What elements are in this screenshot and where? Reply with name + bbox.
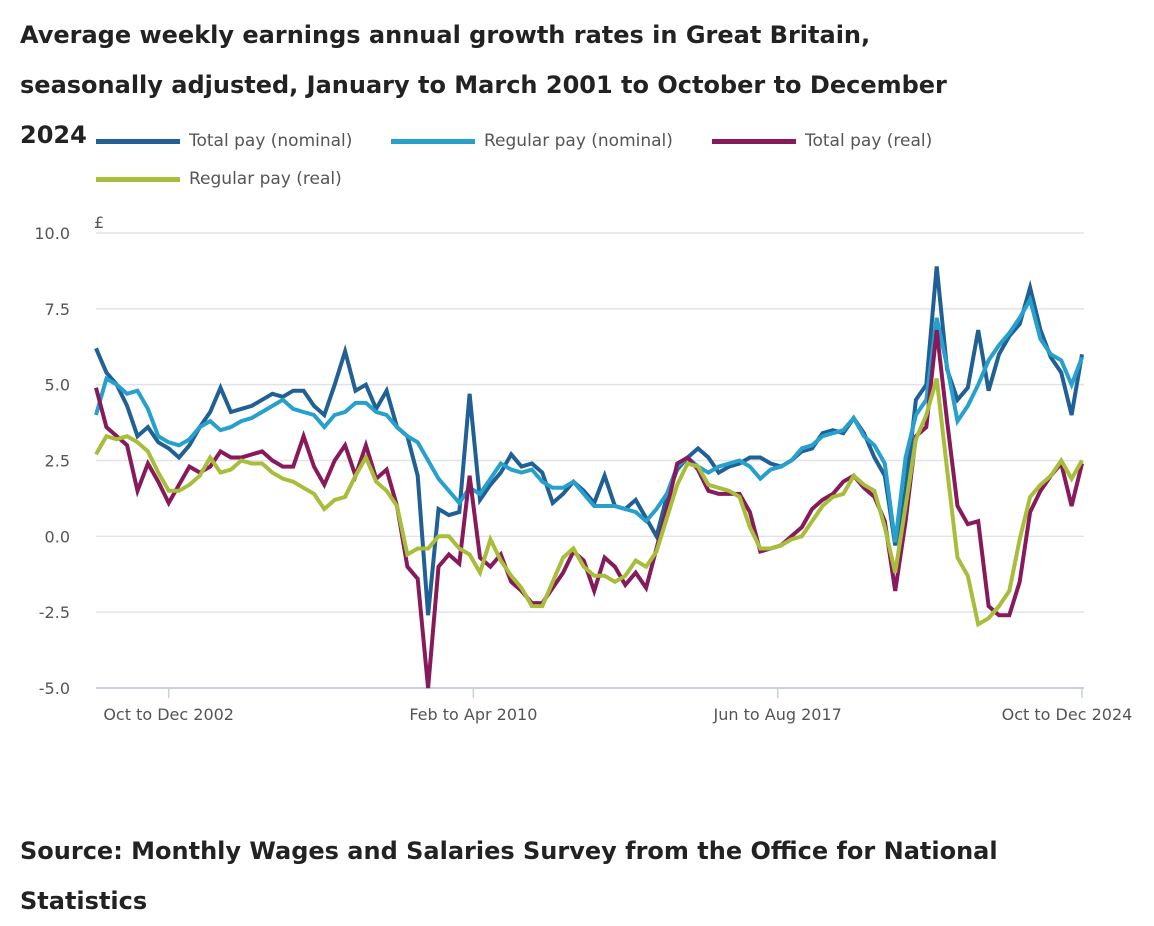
legend-swatch	[712, 138, 796, 144]
legend-item-total-pay-nominal: Total pay (nominal)	[96, 131, 352, 151]
series-line-regular-pay-real	[94, 378, 1084, 628]
chart-title: Average weekly earnings annual growth ra…	[20, 21, 947, 149]
legend-item-regular-pay-nominal: Regular pay (nominal)	[391, 131, 673, 151]
x-tick-label: Oct to Dec 2002	[103, 705, 234, 724]
legend-swatch	[96, 138, 180, 144]
y-tick-label: 2.5	[45, 452, 70, 471]
y-tick-label: 7.5	[45, 300, 70, 319]
x-tick-label: Oct to Dec 2024	[1002, 705, 1133, 724]
legend-label: Total pay (nominal)	[189, 131, 353, 151]
y-axis-unit-label: £	[94, 213, 104, 232]
y-tick-label: -5.0	[39, 679, 70, 698]
legend-label: Regular pay (real)	[189, 169, 342, 189]
y-tick-label: 5.0	[45, 376, 70, 395]
series-line-total-pay-nominal	[94, 266, 1084, 616]
x-tick-label: Jun to Aug 2017	[713, 705, 842, 724]
y-tick-label: 10.0	[34, 224, 70, 243]
legend-swatch	[391, 138, 475, 144]
series-line-regular-pay-nominal	[94, 294, 1084, 543]
source-note: Source: Monthly Wages and Salaries Surve…	[20, 837, 998, 915]
legend-label: Total pay (real)	[805, 131, 933, 151]
x-tick-label: Feb to Apr 2010	[409, 705, 537, 724]
y-tick-label: 0.0	[45, 527, 70, 546]
y-tick-label: -2.5	[39, 603, 70, 622]
legend-item-total-pay-real: Total pay (real)	[712, 131, 932, 151]
legend-swatch	[96, 176, 180, 182]
legend-label: Regular pay (nominal)	[484, 131, 673, 151]
legend-item-regular-pay-real: Regular pay (real)	[96, 169, 342, 189]
